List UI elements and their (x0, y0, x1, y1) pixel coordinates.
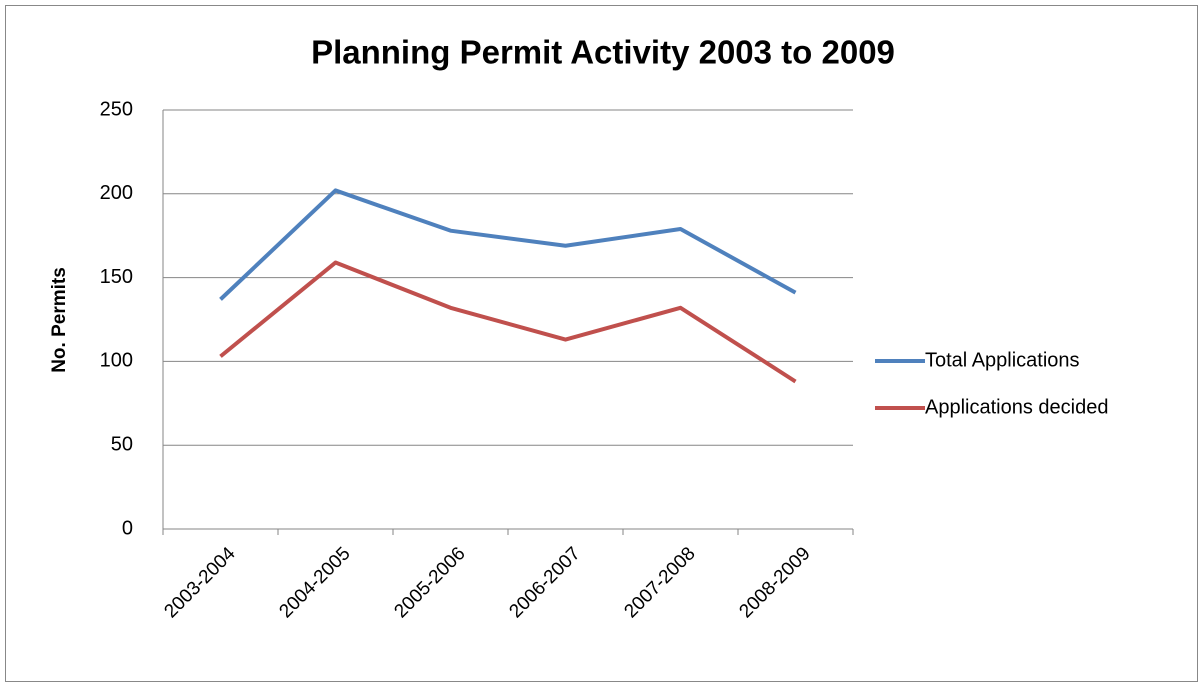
series-line (219, 260, 797, 384)
series-line (219, 188, 797, 301)
y-tick-label: 0 (122, 517, 133, 539)
chart-title: Planning Permit Activity 2003 to 2009 (311, 34, 895, 71)
y-tick-label: 100 (100, 350, 133, 372)
legend-label: Applications decided (925, 396, 1108, 418)
y-axis-label: No. Permits (49, 267, 70, 373)
y-tick-label: 50 (111, 433, 133, 455)
y-tick-label: 250 (100, 98, 133, 120)
chart-border (5, 5, 1198, 682)
y-tick-label: 200 (100, 182, 133, 204)
y-tick-label: 150 (100, 266, 133, 288)
legend-label: Total Applications (925, 349, 1080, 371)
